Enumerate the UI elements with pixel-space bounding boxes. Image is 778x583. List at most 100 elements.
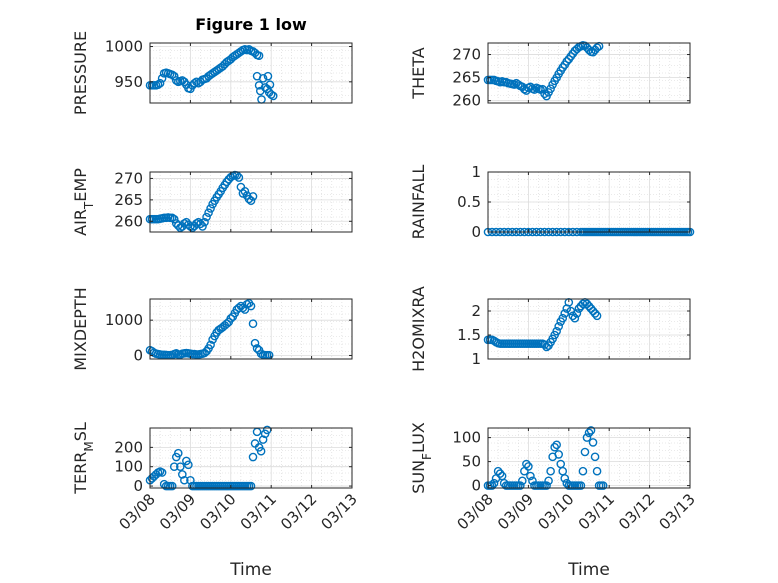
data-point xyxy=(246,301,256,311)
data-point xyxy=(153,80,163,89)
y-tick-label: 1 xyxy=(471,163,481,181)
data-point xyxy=(584,428,594,438)
data-point xyxy=(524,462,533,471)
data-point xyxy=(250,338,260,348)
data-point xyxy=(590,452,600,462)
data-point xyxy=(542,481,551,490)
data-point xyxy=(588,438,598,447)
x-tick-label: 03/10 xyxy=(196,490,239,533)
data-point xyxy=(178,470,187,479)
series-markers xyxy=(483,41,604,101)
data-point xyxy=(258,73,268,83)
y-tick-label: 100 xyxy=(452,429,481,447)
data-point xyxy=(598,481,608,490)
x-tick-label: 03/12 xyxy=(277,490,320,533)
data-point xyxy=(246,196,256,206)
data-point xyxy=(155,78,165,88)
x-tick-label: 03/10 xyxy=(534,490,577,533)
subplot-1: 950 1000 PRESSURE xyxy=(71,31,353,115)
data-point xyxy=(173,448,183,458)
y-axis-label: PRESSURE xyxy=(71,31,90,115)
data-point xyxy=(198,222,207,231)
data-point xyxy=(171,76,181,85)
data-point xyxy=(562,57,572,66)
axes-box xyxy=(149,427,353,489)
data-point xyxy=(522,459,531,469)
y-tick-label: 1 xyxy=(471,350,481,368)
data-point xyxy=(200,217,209,227)
data-point xyxy=(248,319,258,329)
y-tick-label: 0 xyxy=(471,223,481,241)
data-point xyxy=(252,344,262,353)
data-point xyxy=(590,309,600,318)
y-tick-label: 0 xyxy=(133,477,143,495)
data-point xyxy=(265,80,275,89)
data-point xyxy=(266,90,276,99)
data-point xyxy=(570,313,580,323)
data-point xyxy=(204,208,213,218)
y-axis-label: MIXDEPTH xyxy=(71,287,90,370)
data-point xyxy=(167,70,177,80)
data-point xyxy=(157,73,167,83)
data-point xyxy=(254,51,264,61)
data-point xyxy=(206,340,215,350)
y-tick-label: 1000 xyxy=(105,311,143,329)
data-point xyxy=(206,204,215,213)
y-tick-label: 2 xyxy=(471,302,481,320)
data-point xyxy=(202,212,211,222)
x-tick-label: 03/12 xyxy=(615,490,658,533)
y-tick-label: 1000 xyxy=(105,38,143,56)
axes-box xyxy=(487,42,691,104)
data-point xyxy=(240,186,250,196)
data-point xyxy=(554,322,564,331)
y-axis-label: THETA xyxy=(409,47,428,99)
data-point xyxy=(167,213,177,223)
x-tick-label: 03/13 xyxy=(318,490,361,533)
y-tick-labels: 260 265 270 xyxy=(114,169,143,230)
y-axis-label: RAINFALL xyxy=(409,165,428,240)
y-tick-label: 50 xyxy=(462,453,481,471)
y-axis-label: SUNFLUX xyxy=(409,422,434,494)
data-point xyxy=(546,84,555,93)
axes-box xyxy=(149,171,353,233)
axes-box xyxy=(487,427,691,489)
data-point xyxy=(592,466,602,476)
x-axis-label: Time xyxy=(229,560,272,580)
y-tick-label: 0 xyxy=(133,346,143,364)
data-point xyxy=(258,435,268,444)
y-tick-label: 950 xyxy=(114,73,143,91)
data-point xyxy=(248,192,258,201)
data-point xyxy=(582,433,592,442)
data-point xyxy=(169,71,179,81)
data-point xyxy=(244,45,254,54)
x-tick-label: 03/08 xyxy=(116,490,159,533)
data-point xyxy=(236,47,246,56)
data-point xyxy=(560,474,570,483)
y-tick-label: 1.5 xyxy=(457,326,481,344)
data-point xyxy=(572,309,582,318)
x-tick-label: 03/11 xyxy=(237,490,280,533)
subplot-8: 0 50 100 SUNFLUX 03/0803/0903/1003/1103/1203… xyxy=(409,422,699,580)
data-point xyxy=(495,469,505,478)
data-point xyxy=(558,313,568,323)
subplot-5: 0 1000 MIXDEPTH xyxy=(71,287,353,371)
data-point xyxy=(169,462,179,472)
data-point xyxy=(157,468,167,477)
data-point xyxy=(256,446,266,456)
data-point xyxy=(550,442,559,452)
data-point xyxy=(544,476,553,486)
y-tick-label: 0.5 xyxy=(457,193,481,211)
x-tick-label: 03/08 xyxy=(454,490,497,533)
x-tick-label: 03/11 xyxy=(575,490,618,533)
y-tick-label: 260 xyxy=(114,212,143,230)
data-point xyxy=(489,478,499,488)
series-markers xyxy=(145,425,272,491)
y-axis-label: TERRMSL xyxy=(71,422,96,495)
data-point xyxy=(540,89,549,99)
y-tick-labels: 260 265 270 xyxy=(452,46,481,110)
y-axis-label: AIRTEMP xyxy=(71,168,96,236)
data-point xyxy=(248,452,258,462)
